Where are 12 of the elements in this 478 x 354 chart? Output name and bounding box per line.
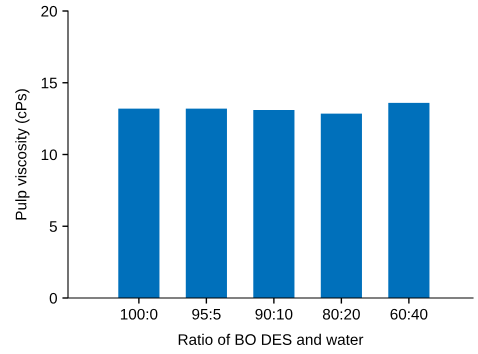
y-tick-label: 5 xyxy=(50,221,57,232)
x-axis-title: Ratio of BO DES and water xyxy=(178,334,364,345)
x-tick-label: 90:10 xyxy=(255,308,292,320)
y-tick-label: 15 xyxy=(42,78,57,88)
x-tick-label: 100:0 xyxy=(120,308,158,320)
x-tick-label: 60:40 xyxy=(390,308,428,320)
y-tick-label: 10 xyxy=(42,149,57,160)
y-tick-label: 20 xyxy=(41,6,57,17)
x-tick-label: 95:5 xyxy=(192,308,221,320)
y-axis-title: Pulp viscosity (cPs) xyxy=(15,89,30,220)
x-tick-label: 80:20 xyxy=(322,308,360,320)
y-tick-label: 0 xyxy=(50,292,57,304)
